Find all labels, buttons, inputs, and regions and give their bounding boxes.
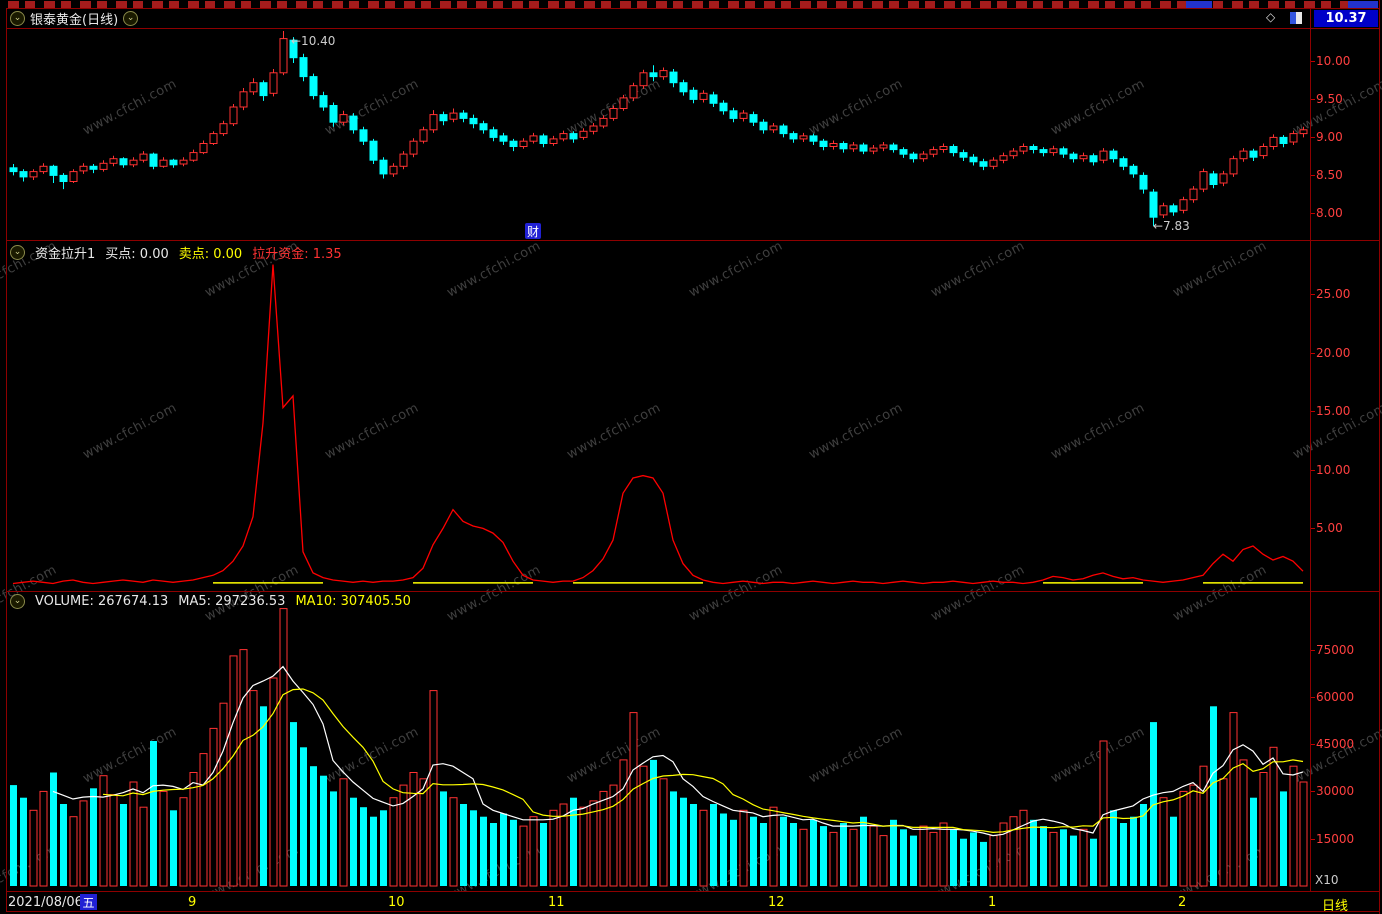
fund-line [12, 264, 1304, 585]
volume-ma5-value: MA5: 297236.53 [178, 594, 286, 609]
axis-label: 75000 [1316, 642, 1355, 657]
axis-tick [1311, 838, 1315, 840]
axis-label: 10.00 [1316, 462, 1351, 477]
axis-label: 20.00 [1316, 345, 1351, 360]
axis-tick [1311, 411, 1315, 413]
top-menu-clipped[interactable] [8, 1, 1378, 8]
axis-label: 10.00 [1316, 54, 1351, 69]
divider [6, 891, 1380, 892]
axis-tick [1311, 469, 1315, 471]
volume-collapse-icon[interactable]: ⌄ [10, 594, 25, 609]
stock-title: 银泰黄金(日线) [30, 13, 119, 28]
period-label: 日线 [1322, 899, 1349, 914]
month-tick-label: 2 [1178, 895, 1187, 910]
candlestick-panel[interactable] [8, 28, 1308, 240]
month-tick-label: 12 [768, 895, 785, 910]
axis-tick [1311, 352, 1315, 354]
left-border [6, 8, 7, 912]
axis-label: 30000 [1316, 784, 1355, 799]
indicator-name: 资金拉升1 [35, 247, 96, 262]
axis-label: 60000 [1316, 689, 1355, 704]
axis-tick [1311, 528, 1315, 530]
title-bar: ⌄ 银泰黄金(日线) ⌄ [10, 9, 139, 28]
axis-label: 45000 [1316, 737, 1355, 752]
axis-tick [1311, 293, 1315, 295]
axis-tick [1311, 649, 1315, 651]
candles-layer [9, 31, 1308, 227]
time-axis-bar: 2021/08/06 五 日线 9 10 11 12 1 2 [0, 892, 1382, 914]
axis-label: 5.00 [1316, 521, 1343, 536]
volume-ma10-value: MA10: 307405.50 [295, 594, 411, 609]
volume-panel[interactable] [8, 592, 1308, 891]
title-chevron-icon[interactable]: ⌄ [123, 11, 139, 26]
axis-tick [1311, 99, 1315, 101]
axis-label: 15.00 [1316, 404, 1351, 419]
current-price: 10.37 [1325, 11, 1367, 26]
current-price-box: 10.37 [1314, 10, 1378, 27]
indicator-chart[interactable] [8, 241, 1308, 591]
indicator-panel[interactable] [8, 241, 1308, 591]
axis-tick [1311, 791, 1315, 793]
axis-tick [1311, 744, 1315, 746]
axis-label: 8.00 [1316, 206, 1343, 221]
menu-highlight[interactable] [1348, 1, 1378, 8]
axis-label: 8.50 [1316, 168, 1343, 183]
divider [6, 591, 1380, 592]
ma5-line [52, 665, 1304, 837]
candlestick-chart[interactable] [8, 28, 1308, 240]
indicator-header: ⌄ 资金拉升1 买点: 0.00 卖点: 0.00 拉升资金: 1.35 [10, 243, 342, 262]
indicator-collapse-icon[interactable]: ⌄ [10, 245, 25, 260]
month-tick-label: 1 [988, 895, 997, 910]
volume-value: VOLUME: 267674.13 [35, 594, 169, 609]
month-tick-label: 9 [188, 895, 197, 910]
page-icon-left [1290, 12, 1296, 24]
indicator-buy-value: 买点: 0.00 [105, 247, 169, 262]
axis-tick [1311, 61, 1315, 63]
divider [6, 8, 1380, 9]
price-annotation: ←7.83 [1153, 219, 1190, 234]
volume-multiplier-label: X10 [1315, 873, 1339, 887]
indicator-sell-value: 卖点: 0.00 [178, 247, 243, 262]
axis-tick [1311, 175, 1315, 177]
axis-label: 15000 [1316, 831, 1355, 846]
axis-label: 9.50 [1316, 92, 1343, 107]
indicator-fund-value: 拉升资金: 1.35 [252, 247, 342, 262]
price-annotation: ←10.40 [291, 34, 336, 49]
menu-highlight[interactable] [1186, 1, 1212, 8]
month-tick-label: 10 [388, 895, 405, 910]
volume-header: ⌄ VOLUME: 267674.13 MA5: 297236.53 MA10:… [10, 594, 411, 609]
volume-bars-layer [10, 608, 1308, 887]
divider [6, 240, 1380, 241]
volume-chart[interactable] [8, 592, 1308, 891]
axis-tick [1311, 696, 1315, 698]
page-icon-right [1296, 12, 1302, 24]
axis-label: 9.00 [1316, 130, 1343, 145]
divider [6, 28, 1380, 29]
axis-tick [1311, 213, 1315, 215]
diamond-icon[interactable]: ◇ [1266, 10, 1276, 24]
split-page-icon[interactable] [1290, 12, 1302, 24]
axis-label: 25.00 [1316, 286, 1351, 301]
month-tick-label: 11 [548, 895, 565, 910]
start-date-label: 2021/08/06 [8, 895, 83, 910]
ma10-line [102, 688, 1304, 834]
news-badge[interactable]: 财 [525, 223, 541, 239]
stock-dropdown-icon[interactable]: ⌄ [10, 11, 25, 26]
axis-divider [1310, 8, 1311, 892]
axis-tick [1311, 137, 1315, 139]
divider [6, 911, 1380, 912]
weekday-badge: 五 [80, 894, 97, 910]
right-border [1379, 0, 1380, 914]
